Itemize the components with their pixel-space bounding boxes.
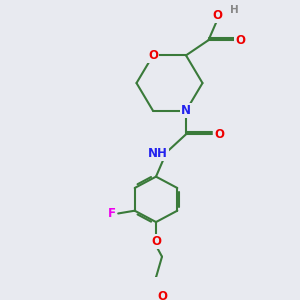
- Text: O: O: [214, 128, 224, 141]
- Text: N: N: [181, 104, 191, 117]
- Text: O: O: [148, 49, 158, 62]
- Text: F: F: [108, 207, 116, 220]
- Text: NH: NH: [148, 147, 168, 160]
- Text: O: O: [236, 34, 246, 46]
- Text: O: O: [151, 235, 161, 248]
- Text: O: O: [212, 9, 223, 22]
- Text: H: H: [230, 5, 238, 15]
- Text: O: O: [158, 290, 168, 300]
